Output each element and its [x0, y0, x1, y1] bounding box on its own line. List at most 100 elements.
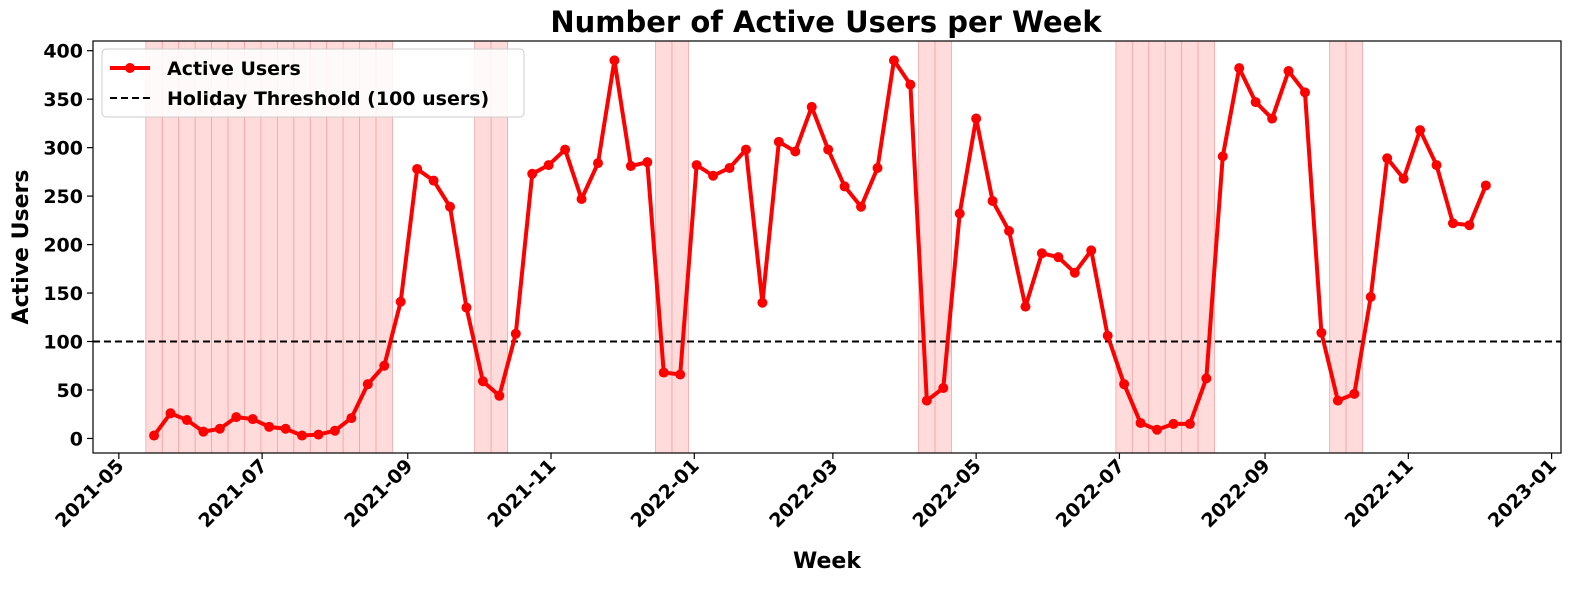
y-tick-label-2: 100 [43, 332, 83, 354]
data-point-26 [576, 194, 587, 205]
data-point-54 [1036, 248, 1047, 259]
data-point-33 [691, 160, 702, 171]
y-tick-label-1: 50 [57, 380, 83, 402]
holiday-span-22 [1131, 40, 1150, 454]
data-point-20 [477, 376, 488, 387]
data-point-13 [362, 379, 373, 390]
data-point-42 [839, 181, 850, 192]
data-point-38 [773, 136, 784, 147]
data-point-47 [921, 395, 932, 406]
data-point-64 [1201, 373, 1212, 384]
data-point-9 [297, 430, 308, 441]
data-point-25 [560, 144, 571, 155]
y-tick-label-4: 200 [43, 235, 83, 257]
data-point-69 [1283, 66, 1294, 77]
y-axis: 0 50 100 150 200 250 300 350 400 [43, 41, 93, 450]
holiday-span-25 [1181, 40, 1199, 454]
x-tick-label-3: 2021-11 [483, 455, 560, 532]
y-tick-label-0: 0 [70, 428, 83, 450]
data-point-72 [1332, 395, 1343, 406]
x-tick-label-8: 2022-09 [1197, 455, 1274, 532]
data-point-11 [329, 425, 340, 436]
y-tick-label-6: 300 [43, 138, 83, 160]
data-point-63 [1184, 418, 1195, 429]
data-point-41 [823, 144, 834, 155]
data-point-37 [757, 297, 768, 308]
data-point-53 [1020, 301, 1031, 312]
x-axis-label: Week [793, 549, 862, 574]
data-point-12 [346, 413, 357, 424]
data-point-4 [214, 423, 225, 434]
data-point-27 [592, 158, 603, 169]
series-group [149, 55, 1491, 441]
x-tick-label-0: 2021-05 [51, 455, 128, 532]
data-point-23 [527, 168, 538, 179]
data-point-70 [1299, 87, 1310, 98]
data-point-73 [1349, 388, 1360, 399]
plot-frame [92, 40, 1562, 454]
data-point-56 [1069, 267, 1080, 278]
chart-title: Number of Active Users per Week [550, 5, 1102, 39]
holiday-span-17 [655, 40, 673, 454]
data-point-22 [510, 328, 521, 339]
data-point-36 [740, 144, 751, 155]
data-point-44 [872, 162, 883, 173]
data-point-8 [280, 423, 291, 434]
data-point-61 [1152, 424, 1163, 435]
legend-threshold-label: Holiday Threshold (100 users) [167, 88, 489, 110]
x-tick-label-9: 2022-11 [1341, 455, 1418, 532]
data-point-75 [1382, 153, 1393, 164]
data-point-39 [790, 146, 801, 157]
data-point-45 [888, 55, 899, 66]
data-point-31 [658, 367, 669, 378]
data-point-16 [412, 163, 423, 174]
data-point-74 [1365, 291, 1376, 302]
data-point-18 [445, 201, 456, 212]
data-point-6 [247, 414, 258, 425]
data-point-28 [609, 55, 620, 66]
data-point-0 [149, 430, 160, 441]
data-point-32 [675, 369, 686, 380]
x-tick-label-10: 2023-01 [1484, 455, 1561, 532]
data-point-19 [461, 302, 472, 313]
x-tick-label-7: 2022-07 [1052, 455, 1129, 532]
data-point-17 [428, 175, 439, 186]
data-point-10 [313, 429, 324, 440]
data-point-35 [724, 162, 735, 173]
legend-box [101, 48, 525, 118]
data-point-14 [379, 360, 390, 371]
y-tick-label-7: 350 [43, 89, 83, 111]
data-point-57 [1086, 245, 1097, 256]
data-point-50 [971, 113, 982, 124]
data-point-24 [543, 160, 554, 171]
data-point-43 [856, 201, 867, 212]
x-tick-label-5: 2022-03 [765, 455, 842, 532]
data-point-66 [1234, 63, 1245, 74]
data-point-29 [625, 161, 636, 172]
data-point-5 [231, 412, 242, 423]
data-point-34 [708, 170, 719, 181]
data-point-51 [987, 195, 998, 206]
y-axis-label: Active Users [9, 170, 34, 325]
data-point-46 [905, 79, 916, 90]
data-point-80 [1464, 220, 1475, 231]
y-tick-label-3: 150 [43, 283, 83, 305]
data-point-68 [1267, 113, 1278, 124]
holiday-span-23 [1148, 40, 1166, 454]
x-tick-label-1: 2021-07 [194, 455, 271, 532]
data-point-78 [1431, 160, 1442, 171]
data-point-60 [1135, 417, 1146, 428]
holiday-span-27 [1329, 40, 1347, 454]
data-point-49 [954, 208, 965, 219]
x-tick-label-2: 2021-09 [340, 455, 417, 532]
data-point-65 [1217, 151, 1228, 162]
data-point-59 [1119, 379, 1130, 390]
data-point-40 [806, 101, 817, 112]
x-tick-label-4: 2022-01 [627, 455, 704, 532]
data-point-7 [264, 421, 275, 432]
legend-series-marker [125, 63, 135, 73]
holiday-spans [145, 40, 1363, 454]
data-point-48 [938, 383, 949, 394]
